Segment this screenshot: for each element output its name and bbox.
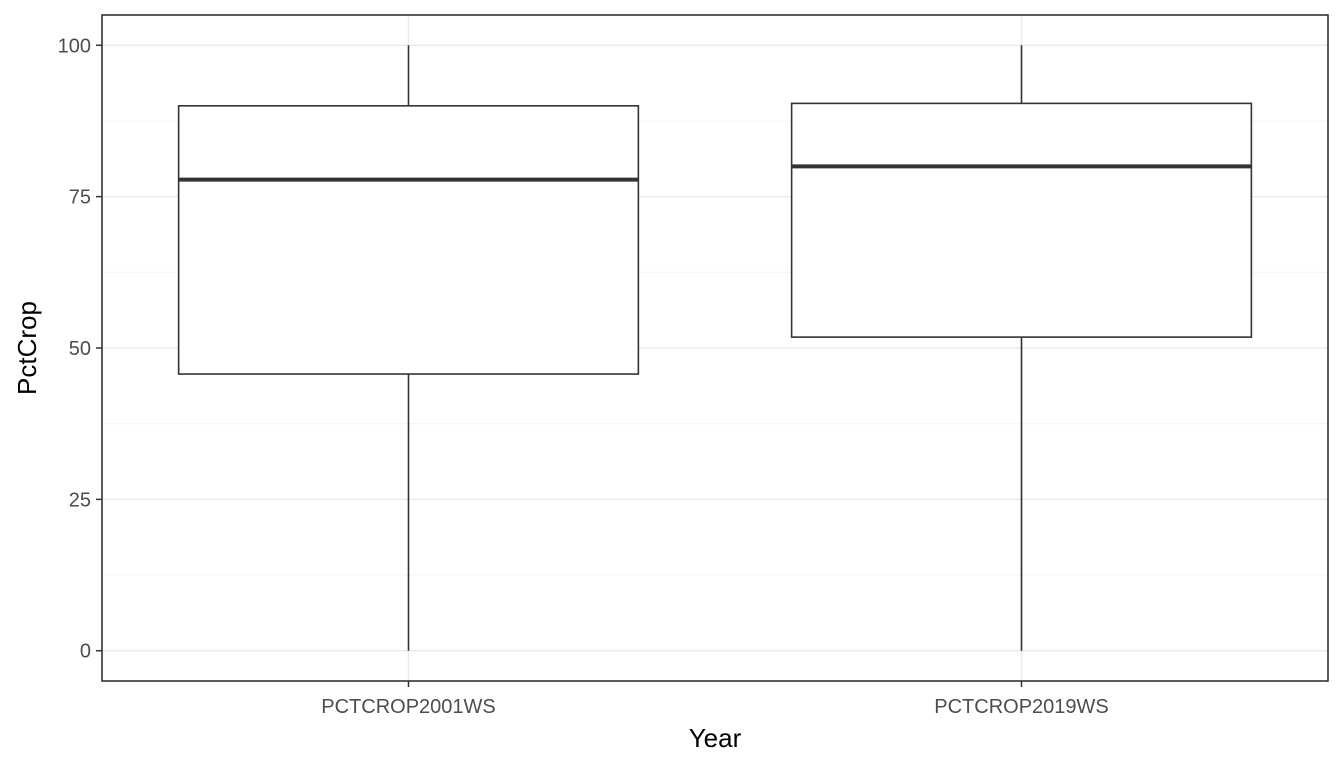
box-pctcrop2001ws xyxy=(177,45,640,651)
x-tick-label: PCTCROP2019WS xyxy=(934,696,1109,718)
x-axis-title: Year xyxy=(689,723,742,753)
x-axis: PCTCROP2001WS PCTCROP2019WS xyxy=(321,681,1109,718)
box-iqr xyxy=(177,105,640,375)
y-tick-label: 0 xyxy=(80,641,91,663)
box-series xyxy=(177,45,1253,651)
y-tick-label: 50 xyxy=(69,338,91,360)
box-iqr xyxy=(790,102,1253,338)
y-tick-label: 25 xyxy=(69,489,91,511)
y-axis-title: PctCrop xyxy=(12,301,42,395)
y-tick-label: 75 xyxy=(69,187,91,209)
box-pctcrop2019ws xyxy=(790,45,1253,651)
y-axis: 0 25 50 75 100 xyxy=(58,35,102,663)
x-tick-label: PCTCROP2001WS xyxy=(321,696,496,718)
y-tick-label: 100 xyxy=(58,35,91,57)
